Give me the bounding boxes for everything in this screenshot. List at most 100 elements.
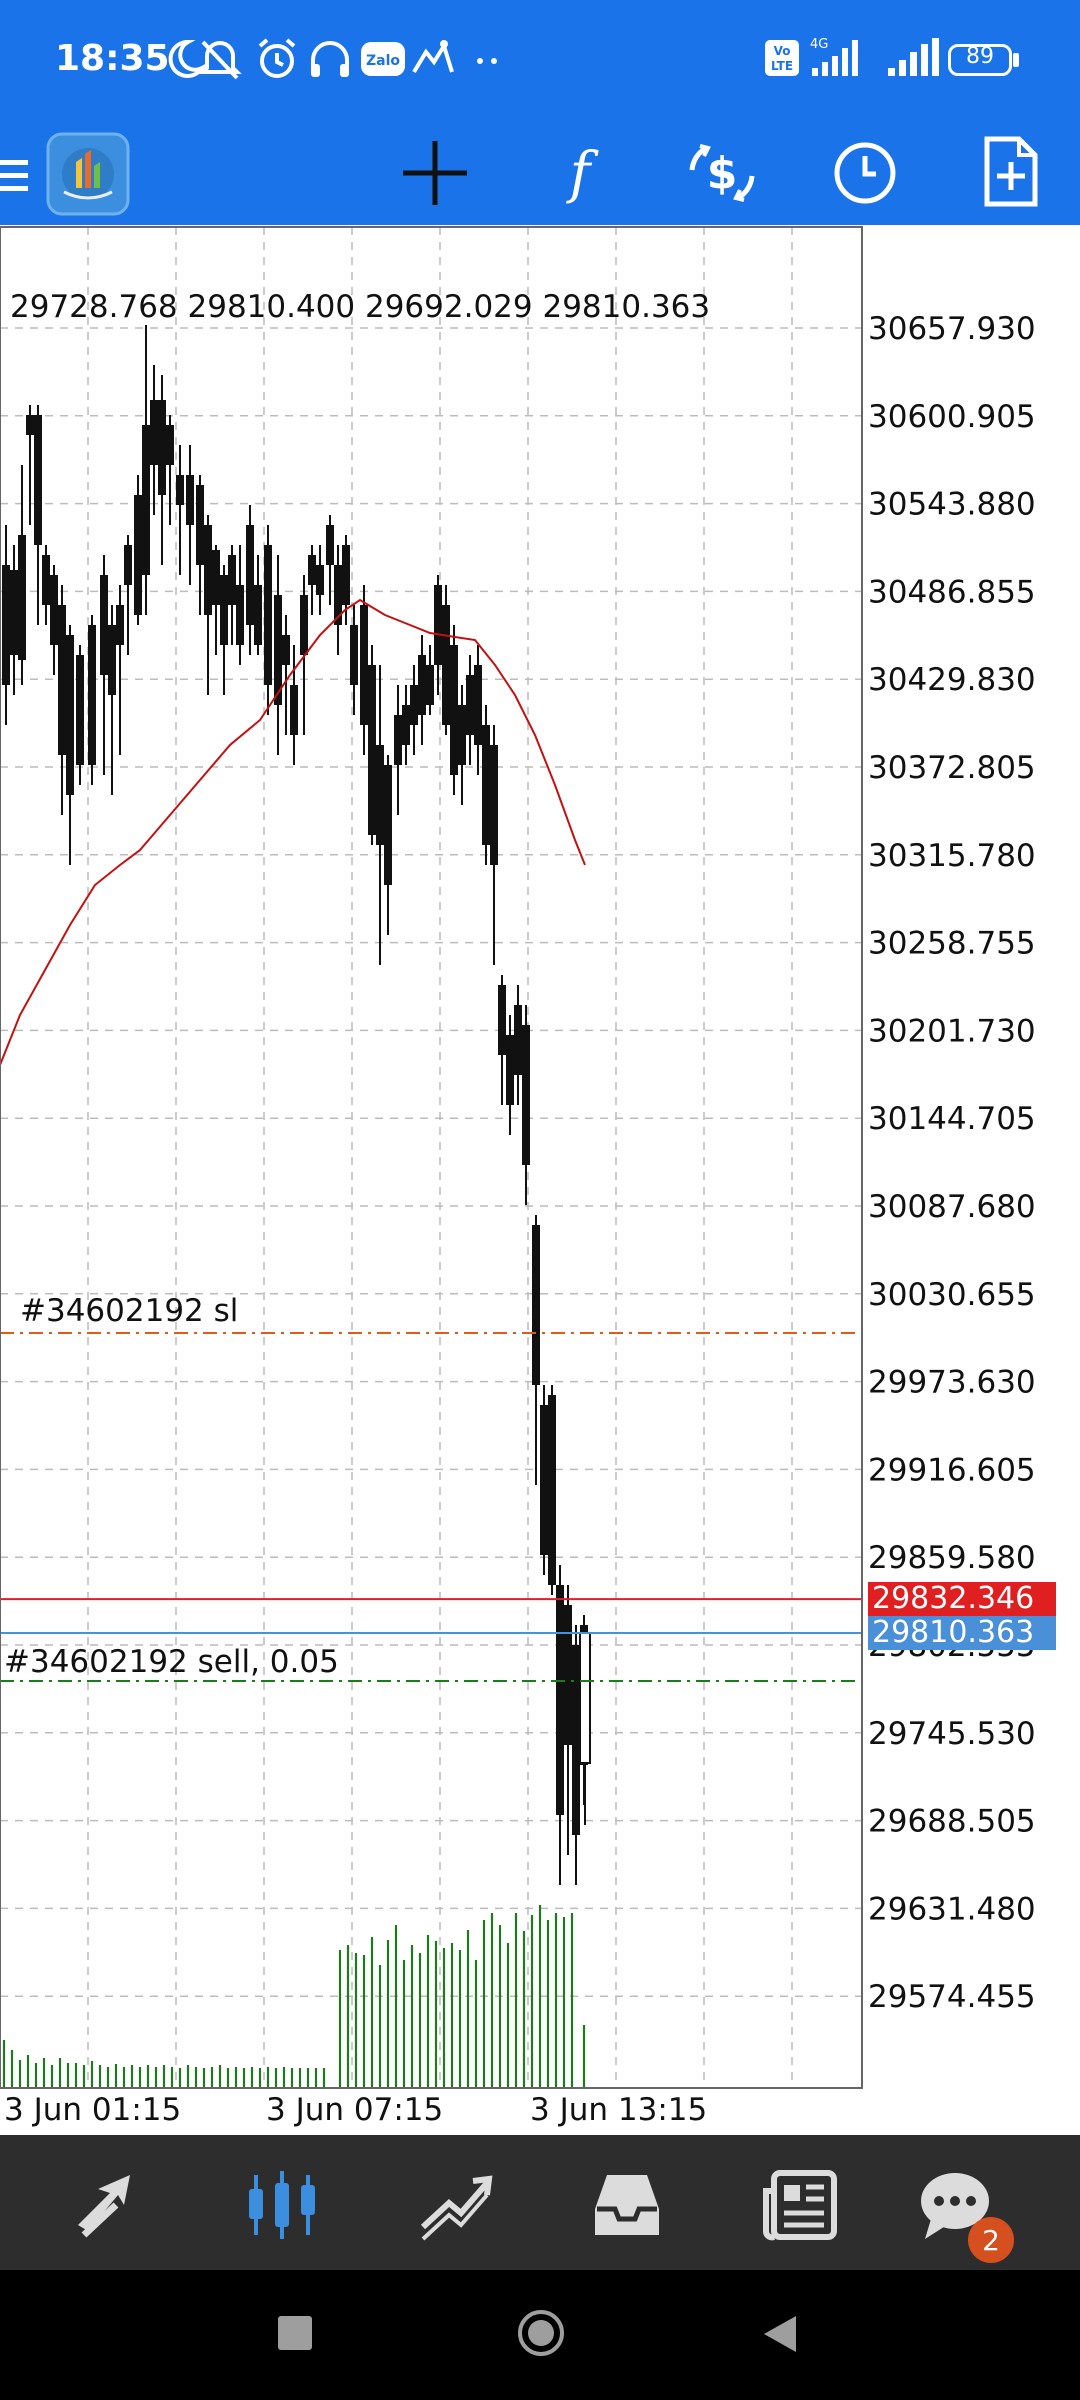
candle-body <box>572 1645 580 1835</box>
moon-icon <box>168 39 208 78</box>
indicators-icon[interactable]: f <box>545 138 615 208</box>
home-button[interactable] <box>518 2310 564 2356</box>
trade-nav-icon[interactable] <box>415 2165 495 2245</box>
back-button[interactable] <box>760 2312 800 2356</box>
chart-canvas[interactable]: 29728.768 29810.400 29692.029 29810.363 … <box>0 225 1080 2135</box>
candle-body <box>246 525 254 625</box>
candle-body <box>186 475 194 525</box>
signal-icon <box>888 38 939 76</box>
price-axis-label: 30258.755 <box>868 926 1036 962</box>
svg-text:f: f <box>566 141 600 206</box>
chart-grid <box>0 227 862 2088</box>
messages-icon[interactable] <box>915 2165 995 2245</box>
price-axis-label: 29916.605 <box>868 1452 1036 1488</box>
candle-body <box>274 595 282 705</box>
price-axis-label: 30657.930 <box>868 311 1036 347</box>
candle-body <box>42 555 50 605</box>
recents-button[interactable] <box>278 2316 312 2350</box>
candle-body <box>532 1225 540 1385</box>
price-axis-label: 29574.455 <box>868 1979 1036 2015</box>
status-bar: 18:35 Zalo <box>0 0 1080 120</box>
price-axis-label: 30429.830 <box>868 662 1036 698</box>
candle-body <box>264 545 272 685</box>
battery-level: 89 <box>966 44 994 69</box>
candle-body <box>514 1005 522 1075</box>
candle-body <box>290 685 298 735</box>
moving-average-line <box>0 598 586 1066</box>
app-logo[interactable] <box>46 132 130 216</box>
bid-price: 29810.363 <box>872 1614 1035 1650</box>
candle-body <box>410 685 418 725</box>
chart-toolbar: f $ <box>0 120 1080 225</box>
candle-body <box>376 745 384 845</box>
candle-body <box>384 765 392 885</box>
candle-body <box>228 555 236 605</box>
candle-body <box>34 415 42 545</box>
new-order-icon[interactable] <box>975 134 1045 210</box>
chart-icon[interactable] <box>242 2165 322 2245</box>
price-axis-label: 30543.880 <box>868 487 1036 523</box>
time-axis-label: 3 Jun 07:15 <box>266 2092 443 2128</box>
menu-icon[interactable] <box>0 140 34 210</box>
signal-4g-icon: 4G <box>810 37 858 76</box>
candle-body <box>506 1035 514 1105</box>
quotes-icon[interactable] <box>70 2165 150 2245</box>
alarm-icon <box>258 38 296 78</box>
candle-body <box>100 575 108 675</box>
candle-body <box>434 585 442 665</box>
price-axis-label: 30315.780 <box>868 838 1036 874</box>
candle-body <box>50 575 58 645</box>
price-axis-label: 29745.530 <box>868 1716 1036 1752</box>
price-axis-label: 29973.630 <box>868 1365 1036 1401</box>
candle-body <box>150 400 158 465</box>
candle-body <box>204 525 212 615</box>
messages-badge: 2 <box>968 2217 1014 2263</box>
candle-body <box>360 605 368 725</box>
price-axis-label: 30087.680 <box>868 1189 1036 1225</box>
candle-body <box>482 725 490 845</box>
price-axis-label: 30030.655 <box>868 1277 1036 1313</box>
price-axis-label: 30600.905 <box>868 399 1036 435</box>
price-axis-label: 30372.805 <box>868 750 1036 786</box>
bid-price-tag: 29810.363 <box>868 1614 1056 1650</box>
candle-body <box>426 665 434 705</box>
candle-body <box>58 605 66 755</box>
candle-body <box>548 1395 556 1585</box>
bottom-navigation: 2 <box>0 2135 1080 2270</box>
svg-text:LTE: LTE <box>771 59 793 73</box>
candle-body <box>88 625 96 765</box>
battery-tip <box>1013 53 1019 67</box>
candle-body <box>142 425 150 575</box>
candle-body <box>334 565 342 625</box>
timeframe-icon[interactable] <box>830 138 900 208</box>
ask-price-tag: 29832.346 <box>868 1582 1056 1617</box>
candle-body <box>18 535 26 660</box>
price-chart[interactable]: 29728.768 29810.400 29692.029 29810.363 … <box>0 225 1080 2135</box>
candle-body <box>442 605 450 725</box>
candle-body <box>158 400 166 495</box>
candle-body <box>196 485 204 565</box>
zalo-icon: Zalo <box>361 42 405 76</box>
candle-body <box>124 545 132 585</box>
candle-body <box>254 585 262 645</box>
candle-body <box>579 1632 591 1764</box>
news-icon[interactable] <box>760 2165 840 2245</box>
candle-body <box>308 555 316 585</box>
trade-icon[interactable]: $ <box>682 138 762 208</box>
crosshair-icon[interactable] <box>400 138 470 208</box>
history-icon[interactable] <box>587 2165 667 2245</box>
svg-text:4G: 4G <box>810 37 828 52</box>
system-navigation-bar <box>0 2270 1080 2400</box>
price-axis-label: 29688.505 <box>868 1804 1036 1840</box>
candle-body <box>76 655 84 765</box>
candlesticks <box>2 325 591 1885</box>
candle-body <box>300 595 308 655</box>
volume-histogram <box>2 1905 586 2088</box>
svg-text:Vo: Vo <box>774 44 791 58</box>
candle-body <box>108 625 116 695</box>
candle-body <box>212 550 220 605</box>
more-dots-icon <box>477 58 497 64</box>
chart-frame <box>0 226 863 2089</box>
candle-body <box>316 565 324 595</box>
